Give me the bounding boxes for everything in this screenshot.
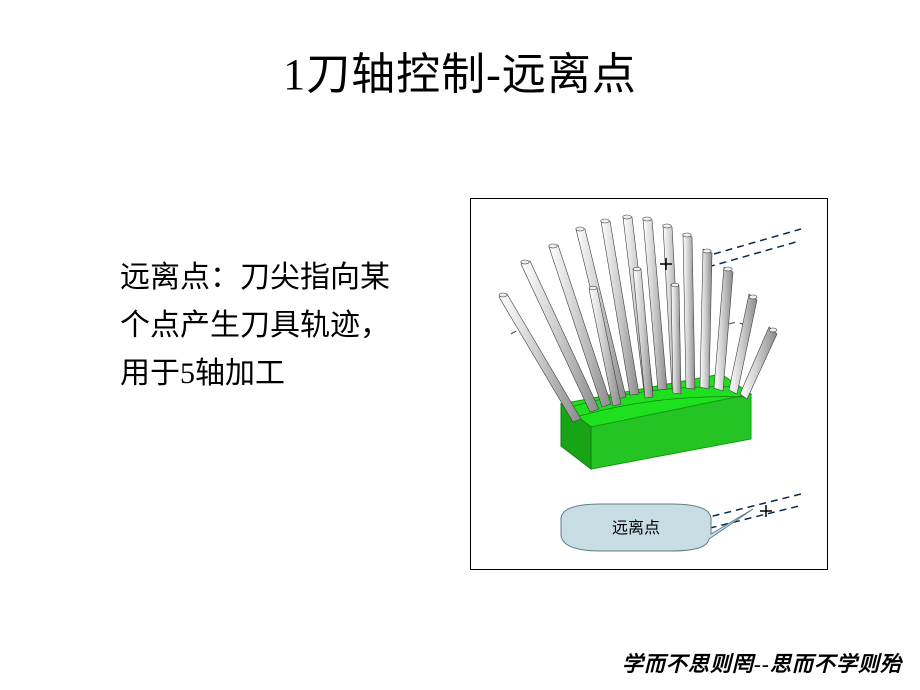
diagram-svg: 远离点 (471, 199, 827, 569)
tool-cylinder (700, 249, 712, 389)
diagram-frame: 远离点 (470, 198, 828, 570)
dash-line (701, 494, 801, 519)
callout-label: 远离点 (612, 519, 660, 537)
footer-quote: 学而不思则罔--思而不学则殆 (622, 648, 902, 678)
dash-line (714, 229, 801, 254)
slide: 1刀轴控制-远离点 远离点：刀尖指向某个点产生刀具轨迹，用于5轴加工 (0, 0, 920, 690)
dash-line (708, 242, 796, 267)
slide-title: 1刀轴控制-远离点 (0, 38, 920, 102)
dash-line (698, 506, 799, 531)
tool-cylinder (714, 267, 733, 391)
body-paragraph: 远离点：刀尖指向某个点产生刀具轨迹，用于5轴加工 (120, 254, 410, 398)
tool-cylinder (683, 233, 695, 389)
callout-bubble: 远离点 (561, 504, 753, 551)
tool-cylinder (671, 283, 681, 394)
